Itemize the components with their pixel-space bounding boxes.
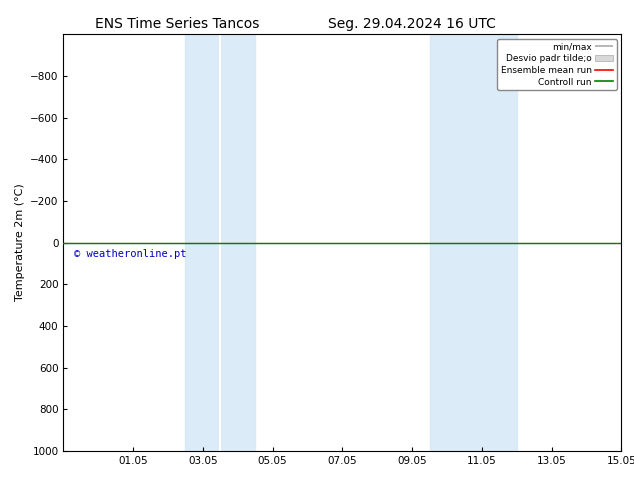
Bar xyxy=(429,34,517,451)
Text: ENS Time Series Tancos: ENS Time Series Tancos xyxy=(95,17,260,31)
Text: Seg. 29.04.2024 16 UTC: Seg. 29.04.2024 16 UTC xyxy=(328,17,496,31)
Text: © weatheronline.pt: © weatheronline.pt xyxy=(74,249,186,259)
Y-axis label: Temperature 2m (°C): Temperature 2m (°C) xyxy=(15,184,25,301)
Bar xyxy=(185,34,255,451)
Legend: min/max, Desvio padr tilde;o, Ensemble mean run, Controll run: min/max, Desvio padr tilde;o, Ensemble m… xyxy=(497,39,617,90)
